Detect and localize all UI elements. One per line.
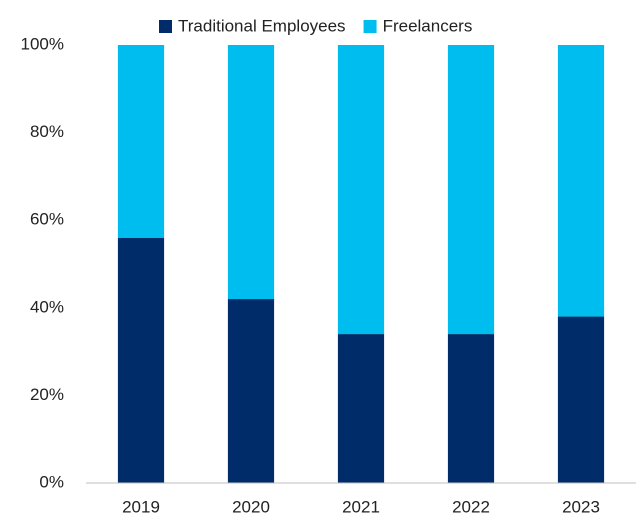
bar-segment <box>227 299 275 483</box>
y-tick-label: 20% <box>30 385 64 404</box>
bar-segment <box>337 334 385 483</box>
bar-segment <box>447 45 495 335</box>
x-tick-label: 2020 <box>232 497 270 516</box>
bar-segment <box>447 334 495 483</box>
y-tick-label: 0% <box>39 472 64 491</box>
bar-segment <box>227 45 275 300</box>
x-tick-label: 2022 <box>452 497 490 516</box>
y-tick-label: 40% <box>30 297 64 316</box>
y-tick-label: 100% <box>21 34 64 53</box>
bar-segment <box>337 45 385 335</box>
legend-label: Freelancers <box>383 16 473 35</box>
legend-swatch <box>159 20 172 33</box>
bar-segment <box>117 45 165 238</box>
bar-segment <box>557 45 605 317</box>
legend-swatch <box>363 20 377 33</box>
x-tick-label: 2019 <box>122 497 160 516</box>
x-tick-label: 2021 <box>342 497 380 516</box>
y-tick-label: 80% <box>30 122 64 141</box>
bar-segment <box>557 316 605 483</box>
bar-segment <box>117 237 165 483</box>
legend-label: Traditional Employees <box>178 16 346 35</box>
y-tick-label: 60% <box>30 210 64 229</box>
x-tick-label: 2023 <box>562 497 600 516</box>
